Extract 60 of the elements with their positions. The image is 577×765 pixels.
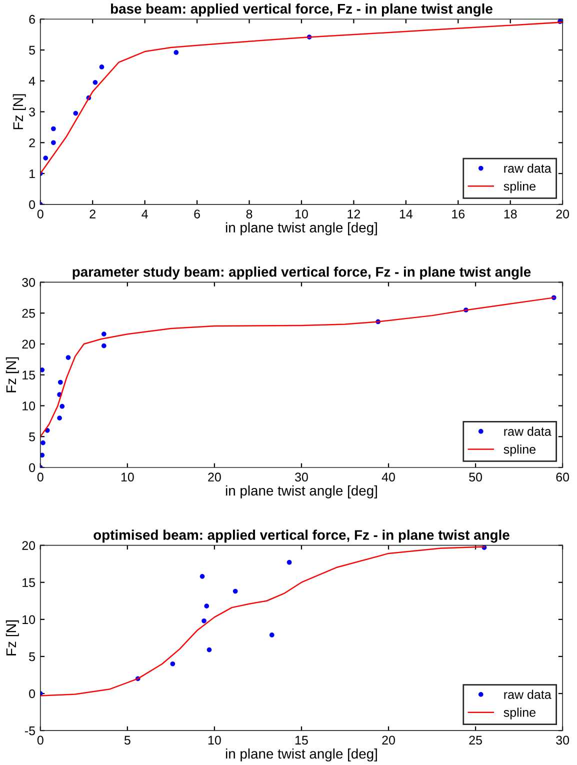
x-tick-label: 0	[37, 210, 44, 218]
x-tick-label: 0	[37, 736, 44, 745]
chart-title: parameter study beam: applied vertical force, Fz - in plane twist angle	[72, 266, 531, 280]
x-tick-label: 20	[382, 736, 395, 745]
x-tick-label: 10	[121, 472, 134, 482]
y-tick-label: 4	[28, 76, 36, 86]
y-axis-title: Fz [N]	[6, 357, 19, 392]
y-tick-label: 3	[29, 108, 35, 116]
y-tick-label: 1	[30, 169, 35, 178]
y-tick-label: 6	[29, 14, 35, 24]
x-tick-label: 20	[556, 210, 570, 218]
x-tick-label: 10	[295, 210, 308, 218]
y-tick-label: 10	[22, 402, 36, 410]
y-tick-label: 15	[22, 370, 36, 380]
y-tick-label: 30	[22, 278, 36, 287]
y-tick-label: -5	[24, 726, 36, 736]
legend-label: raw data	[504, 426, 552, 436]
y-tick-label: 5	[29, 46, 36, 55]
legend-label: spline	[504, 444, 536, 456]
x-tick-label: 12	[348, 210, 360, 218]
legend-label: raw data	[504, 690, 552, 699]
y-tick-label: 0	[29, 689, 36, 698]
y-axis-title: Fz [N]	[12, 94, 26, 130]
x-tick-label: 20	[208, 472, 221, 482]
x-tick-label: 25	[469, 736, 482, 745]
x-tick-label: 6	[194, 210, 200, 218]
y-tick-label: 2	[29, 138, 35, 148]
x-tick-label: 50	[469, 472, 482, 482]
x-tick-label: 15	[295, 736, 308, 745]
legend-label: spline	[504, 181, 536, 194]
y-tick-label: 25	[22, 308, 36, 318]
x-tick-label: 40	[382, 472, 395, 482]
x-tick-label: 30	[295, 472, 308, 482]
legend-label: spline	[504, 708, 536, 720]
y-axis-title: Fz [N]	[6, 620, 19, 656]
chart-title: optimised beam: applied vertical force, Fz - in plane twist angle	[94, 530, 510, 543]
chart-title: base beam: applied vertical force, Fz - in plane twist angle	[111, 4, 492, 17]
legend-label: raw data	[504, 164, 552, 173]
y-tick-label: 15	[22, 578, 36, 588]
y-tick-label: 5	[29, 652, 36, 662]
x-tick-label: 8	[246, 210, 252, 218]
x-tick-label: 18	[504, 210, 517, 218]
x-tick-label: 60	[556, 472, 570, 482]
y-tick-label: 0	[29, 200, 36, 210]
y-tick-label: 20	[22, 340, 36, 349]
y-tick-label: 10	[22, 615, 36, 624]
x-axis-title: in plane twist angle [deg]	[226, 485, 377, 498]
y-tick-label: 0	[29, 463, 36, 472]
x-axis-title: in plane twist angle [deg]	[226, 222, 377, 236]
x-tick-label: 2	[90, 210, 96, 218]
x-tick-label: 16	[452, 210, 465, 218]
x-tick-label: 4	[142, 210, 148, 218]
x-axis-title: in plane twist angle [deg]	[226, 748, 377, 762]
x-tick-label: 10	[208, 736, 221, 745]
x-tick-label: 0	[37, 472, 44, 482]
y-tick-label: 20	[22, 541, 36, 550]
y-tick-label: 5	[29, 432, 36, 442]
x-tick-label: 5	[124, 736, 130, 745]
x-tick-label: 14	[400, 210, 413, 218]
x-tick-label: 30	[556, 736, 570, 745]
